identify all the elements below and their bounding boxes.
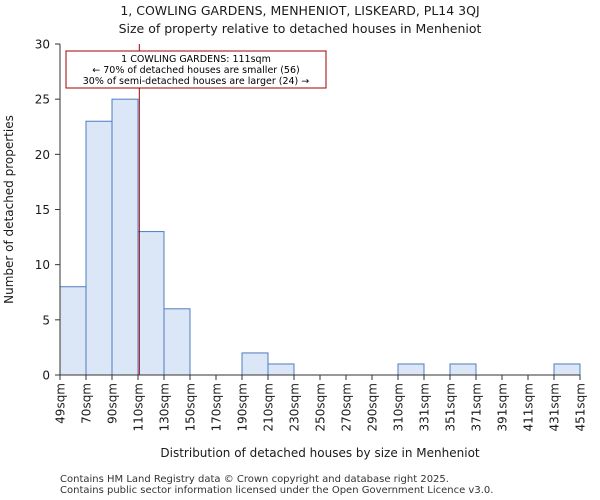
x-tick-label-371sqm: 371sqm	[470, 383, 484, 431]
x-tick-label-70sqm: 70sqm	[80, 383, 94, 424]
x-tick-label-230sqm: 230sqm	[288, 383, 302, 431]
x-tick-label-190sqm: 190sqm	[236, 383, 250, 431]
x-tick-label-310sqm: 310sqm	[392, 383, 406, 431]
y-tick-label: 30	[35, 38, 50, 52]
footer-line-1: Contains HM Land Registry data © Crown c…	[60, 474, 449, 485]
x-tick-label-170sqm: 170sqm	[210, 383, 224, 431]
bar-130sqm	[163, 308, 191, 376]
x-tick-label-130sqm: 130sqm	[158, 383, 172, 431]
bar-70sqm	[85, 120, 113, 376]
x-tick-label-110sqm: 110sqm	[132, 383, 146, 431]
x-tick-label-290sqm: 290sqm	[366, 383, 380, 431]
x-tick-label-90sqm: 90sqm	[106, 383, 120, 424]
bar-190sqm	[241, 352, 269, 376]
x-tick-label-451sqm: 451sqm	[574, 383, 588, 431]
y-tick-label: 10	[35, 258, 50, 272]
bar-210sqm	[267, 363, 295, 376]
x-tick-label-431sqm: 431sqm	[548, 383, 562, 431]
x-tick-label-391sqm: 391sqm	[496, 383, 510, 431]
annotation-line-1: 1 COWLING GARDENS: 111sqm	[121, 54, 271, 65]
x-axis-label: Distribution of detached houses by size …	[160, 446, 480, 460]
x-tick-label-150sqm: 150sqm	[184, 383, 198, 431]
annotation-line-3: 30% of semi-detached houses are larger (…	[83, 76, 310, 87]
bar-49sqm	[59, 286, 87, 376]
y-tick-label: 20	[35, 148, 50, 162]
chart-subtitle: Size of property relative to detached ho…	[118, 21, 482, 36]
y-tick-label: 5	[42, 313, 50, 327]
x-tick-label-331sqm: 331sqm	[418, 383, 432, 431]
chart-title: 1, COWLING GARDENS, MENHENIOT, LISKEARD,…	[120, 3, 480, 18]
y-tick-label: 0	[42, 369, 50, 383]
bar-90sqm	[111, 98, 139, 376]
footer-line-2: Contains public sector information licen…	[60, 485, 494, 496]
x-tick-label-351sqm: 351sqm	[444, 383, 458, 431]
bar-351sqm	[449, 363, 477, 376]
x-tick-label-49sqm: 49sqm	[54, 383, 68, 424]
annotation-line-2: ← 70% of detached houses are smaller (56…	[92, 65, 299, 76]
x-tick-label-210sqm: 210sqm	[262, 383, 276, 431]
annotation-box	[65, 50, 327, 89]
x-tick-label-411sqm: 411sqm	[522, 383, 536, 431]
bar-431sqm	[553, 363, 581, 376]
y-axis-label: Number of detached properties	[2, 115, 16, 304]
y-tick-label: 15	[35, 203, 50, 217]
bar-310sqm	[397, 363, 425, 376]
bar-110sqm	[137, 231, 165, 376]
x-tick-label-270sqm: 270sqm	[340, 383, 354, 431]
y-tick-label: 25	[35, 93, 50, 107]
x-tick-label-250sqm: 250sqm	[314, 383, 328, 431]
